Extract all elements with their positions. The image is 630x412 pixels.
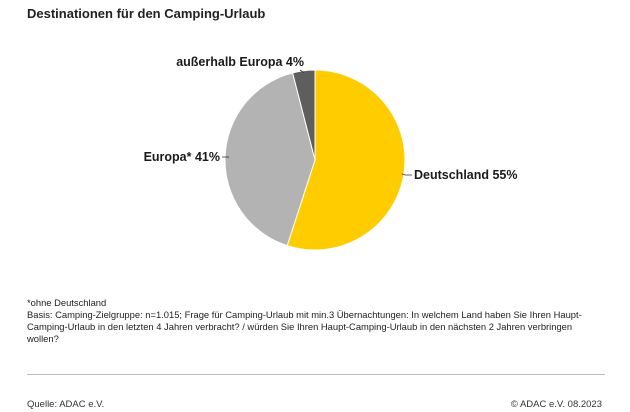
footnote: *ohne Deutschland [27, 297, 107, 308]
pie-chart: Deutschland 55% Europa* 41% außerhalb Euro… [144, 55, 518, 251]
chart-title: Destinationen für den Camping-Urlaub [27, 6, 266, 21]
leader-line-0 [401, 173, 412, 176]
divider [27, 374, 605, 375]
slice-label-1: Europa* 41% [144, 150, 220, 164]
slice-label-2: außerhalb Europa 4% [176, 55, 304, 69]
chart-notes: *ohne Deutschland Basis: Camping-Zielgru… [27, 297, 587, 345]
source-label: Quelle: ADAC e.V. [27, 399, 105, 410]
basis-note: Basis: Camping-Zielgruppe: n=1.015; Frag… [27, 309, 582, 344]
pie-slice-0 [286, 69, 406, 251]
pie-slice-2 [292, 69, 316, 161]
leader-line-2 [299, 69, 305, 74]
copyright-label: © ADAC e.V. 08.2023 [510, 399, 602, 410]
slice-label-0: Deutschland 55% [414, 168, 518, 182]
